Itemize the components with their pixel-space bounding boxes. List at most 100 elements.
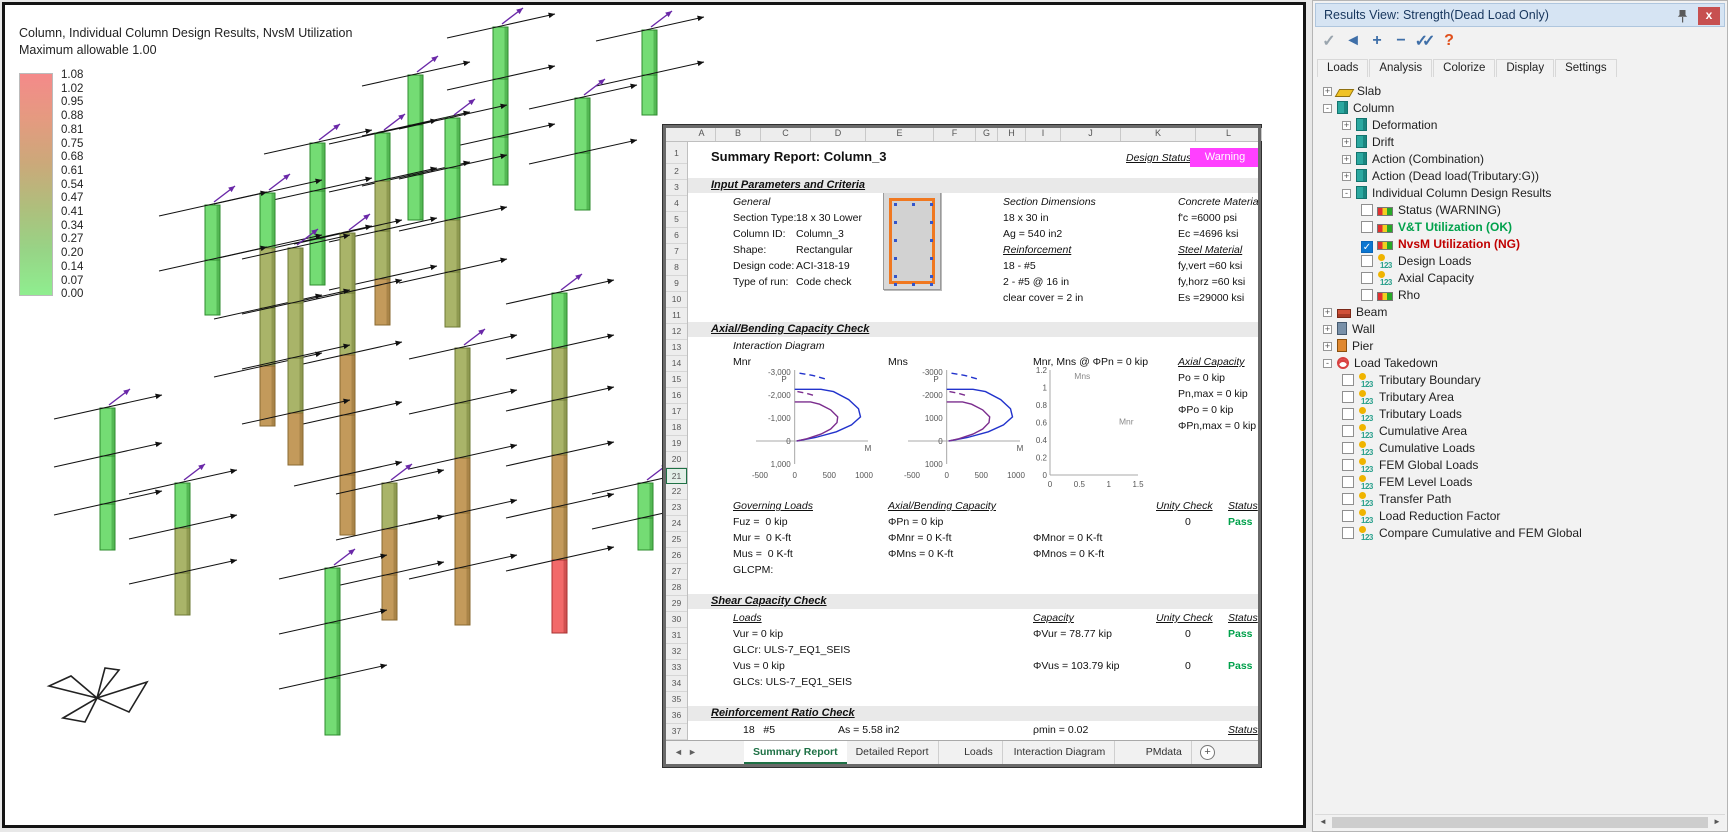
expand-icon[interactable]: + xyxy=(1342,120,1351,130)
tree-item-cumulative-loads[interactable]: 123 Cumulative Loads xyxy=(1319,440,1723,457)
tree-item-compare-cumulative-and-fem-global[interactable]: 123 Compare Cumulative and FEM Global xyxy=(1319,525,1723,542)
column-3d[interactable] xyxy=(551,292,568,634)
expand-icon[interactable]: + xyxy=(1323,324,1332,334)
column-3d[interactable] xyxy=(339,232,356,536)
tree-item-individual-column-design-results[interactable]: - Individual Column Design Results xyxy=(1319,185,1723,202)
column-3d[interactable] xyxy=(492,26,509,186)
sheet-tab-detailed-report[interactable]: Detailed Report xyxy=(846,741,939,764)
column-3d[interactable] xyxy=(287,247,304,466)
tab-settings[interactable]: Settings xyxy=(1555,59,1617,77)
tree-item-transfer-path[interactable]: 123 Transfer Path xyxy=(1319,491,1723,508)
tree-checkbox[interactable] xyxy=(1361,289,1373,301)
tree-checkbox[interactable] xyxy=(1342,527,1354,539)
tree-checkbox[interactable]: ✓ xyxy=(1361,241,1373,253)
tree-checkbox[interactable] xyxy=(1342,459,1354,471)
tree-checkbox[interactable] xyxy=(1342,391,1354,403)
tree-checkbox[interactable] xyxy=(1342,493,1354,505)
expand-icon[interactable]: + xyxy=(1323,86,1332,96)
scrollbar-thumb[interactable] xyxy=(1332,817,1708,828)
column-3d-scene[interactable] xyxy=(5,5,1303,825)
tree-item-axial-capacity[interactable]: 123 Axial Capacity xyxy=(1319,270,1723,287)
sheet-tab-loads[interactable]: Loads xyxy=(955,741,1003,764)
collapse-icon[interactable]: - xyxy=(1342,189,1351,198)
tree-item-nvsm-utilization-ng-[interactable]: ✓ NvsM Utilization (NG) xyxy=(1319,236,1723,253)
tab-prev-icon[interactable]: ◄ xyxy=(674,747,683,757)
tree-item-tributary-area[interactable]: 123 Tributary Area xyxy=(1319,389,1723,406)
tree-item-tributary-boundary[interactable]: 123 Tributary Boundary xyxy=(1319,372,1723,389)
collapse-icon[interactable]: - xyxy=(1323,104,1332,113)
column-3d[interactable] xyxy=(204,204,221,316)
tree-item-beam[interactable]: + Beam xyxy=(1319,304,1723,321)
tree-item-slab[interactable]: + Slab xyxy=(1319,83,1723,100)
column-3d[interactable] xyxy=(454,347,471,626)
sheet-tab-interaction-diagram[interactable]: Interaction Diagram xyxy=(1004,741,1116,764)
tree-checkbox[interactable] xyxy=(1361,272,1373,284)
tree-checkbox[interactable] xyxy=(1342,476,1354,488)
collapse-icon[interactable]: - xyxy=(1323,359,1332,368)
tree-item-wall[interactable]: + Wall xyxy=(1319,321,1723,338)
apply-icon[interactable]: ✓✓ xyxy=(1414,33,1436,50)
tree-item-cumulative-area[interactable]: 123 Cumulative Area xyxy=(1319,423,1723,440)
tree-checkbox[interactable] xyxy=(1361,221,1373,233)
3d-view-canvas[interactable]: Column, Individual Column Design Results… xyxy=(2,2,1306,828)
tree-item-action-dead-load-tributary-g-[interactable]: + Action (Dead load(Tributary:G)) xyxy=(1319,168,1723,185)
tree-item-status-warning-[interactable]: Status (WARNING) xyxy=(1319,202,1723,219)
column-3d[interactable] xyxy=(309,142,326,286)
pin-icon[interactable] xyxy=(1674,8,1690,24)
tree-checkbox[interactable] xyxy=(1361,204,1373,216)
tree-checkbox[interactable] xyxy=(1361,255,1373,267)
tree-item-design-loads[interactable]: 123 Design Loads xyxy=(1319,253,1723,270)
tree-item-fem-global-loads[interactable]: 123 FEM Global Loads xyxy=(1319,457,1723,474)
tree-checkbox[interactable] xyxy=(1342,442,1354,454)
tree-item-load-reduction-factor[interactable]: 123 Load Reduction Factor xyxy=(1319,508,1723,525)
expand-icon[interactable]: + xyxy=(1342,137,1351,147)
horizontal-scrollbar[interactable]: ◄ ► xyxy=(1315,814,1725,829)
expand-icon[interactable]: + xyxy=(1342,171,1351,181)
tree-checkbox[interactable] xyxy=(1342,408,1354,420)
tab-colorize[interactable]: Colorize xyxy=(1433,59,1496,77)
panel-titlebar[interactable]: Results View: Strength(Dead Load Only) x xyxy=(1315,3,1725,27)
close-icon[interactable]: x xyxy=(1698,7,1720,25)
sheet-tab-pmdata[interactable]: PMdata xyxy=(1136,741,1192,764)
tree-checkbox[interactable] xyxy=(1342,425,1354,437)
tree-item-v-t-utilization-ok-[interactable]: V&T Utilization (OK) xyxy=(1319,219,1723,236)
tree-checkbox[interactable] xyxy=(1342,374,1354,386)
column-3d[interactable] xyxy=(574,97,591,211)
tree-item-rho[interactable]: Rho xyxy=(1319,287,1723,304)
column-3d[interactable] xyxy=(259,192,276,427)
tree-item-action-combination-[interactable]: + Action (Combination) xyxy=(1319,151,1723,168)
help-icon[interactable]: ? xyxy=(1444,32,1454,49)
column-3d[interactable] xyxy=(381,482,398,621)
sheet-tab-summary-report[interactable]: Summary Report xyxy=(744,741,848,764)
tree-item-tributary-loads[interactable]: 123 Tributary Loads xyxy=(1319,406,1723,423)
remove-icon[interactable]: − xyxy=(1396,32,1405,49)
expand-icon[interactable]: + xyxy=(1323,341,1332,351)
expand-icon[interactable]: + xyxy=(1342,154,1351,164)
tree-item-load-takedown[interactable]: - Load Takedown xyxy=(1319,355,1723,372)
column-3d[interactable] xyxy=(324,567,341,736)
tab-next-icon[interactable]: ► xyxy=(688,747,697,757)
tree-item-column[interactable]: - Column xyxy=(1319,100,1723,117)
scroll-right-icon[interactable]: ► xyxy=(1713,817,1721,826)
tree-checkbox[interactable] xyxy=(1342,510,1354,522)
tree-item-deformation[interactable]: + Deformation xyxy=(1319,117,1723,134)
back-icon[interactable]: ◄ xyxy=(1345,32,1361,49)
add-icon[interactable]: + xyxy=(1372,32,1381,49)
column-3d[interactable] xyxy=(444,117,461,328)
tab-display[interactable]: Display xyxy=(1496,59,1555,77)
tree-item-fem-level-loads[interactable]: 123 FEM Level Loads xyxy=(1319,474,1723,491)
confirm-icon[interactable]: ✓ xyxy=(1322,33,1335,50)
column-3d[interactable] xyxy=(641,29,658,116)
column-3d[interactable] xyxy=(174,482,191,616)
tab-loads[interactable]: Loads xyxy=(1317,59,1369,77)
column-3d[interactable] xyxy=(637,482,654,551)
scroll-left-icon[interactable]: ◄ xyxy=(1319,817,1327,826)
tree-item-drift[interactable]: + Drift xyxy=(1319,134,1723,151)
add-sheet-icon[interactable]: + xyxy=(1200,745,1216,760)
tab-analysis[interactable]: Analysis xyxy=(1369,59,1433,77)
expand-icon[interactable]: + xyxy=(1323,307,1332,317)
column-3d[interactable] xyxy=(407,74,424,221)
column-3d[interactable] xyxy=(99,407,116,551)
tree-item-pier[interactable]: + Pier xyxy=(1319,338,1723,355)
